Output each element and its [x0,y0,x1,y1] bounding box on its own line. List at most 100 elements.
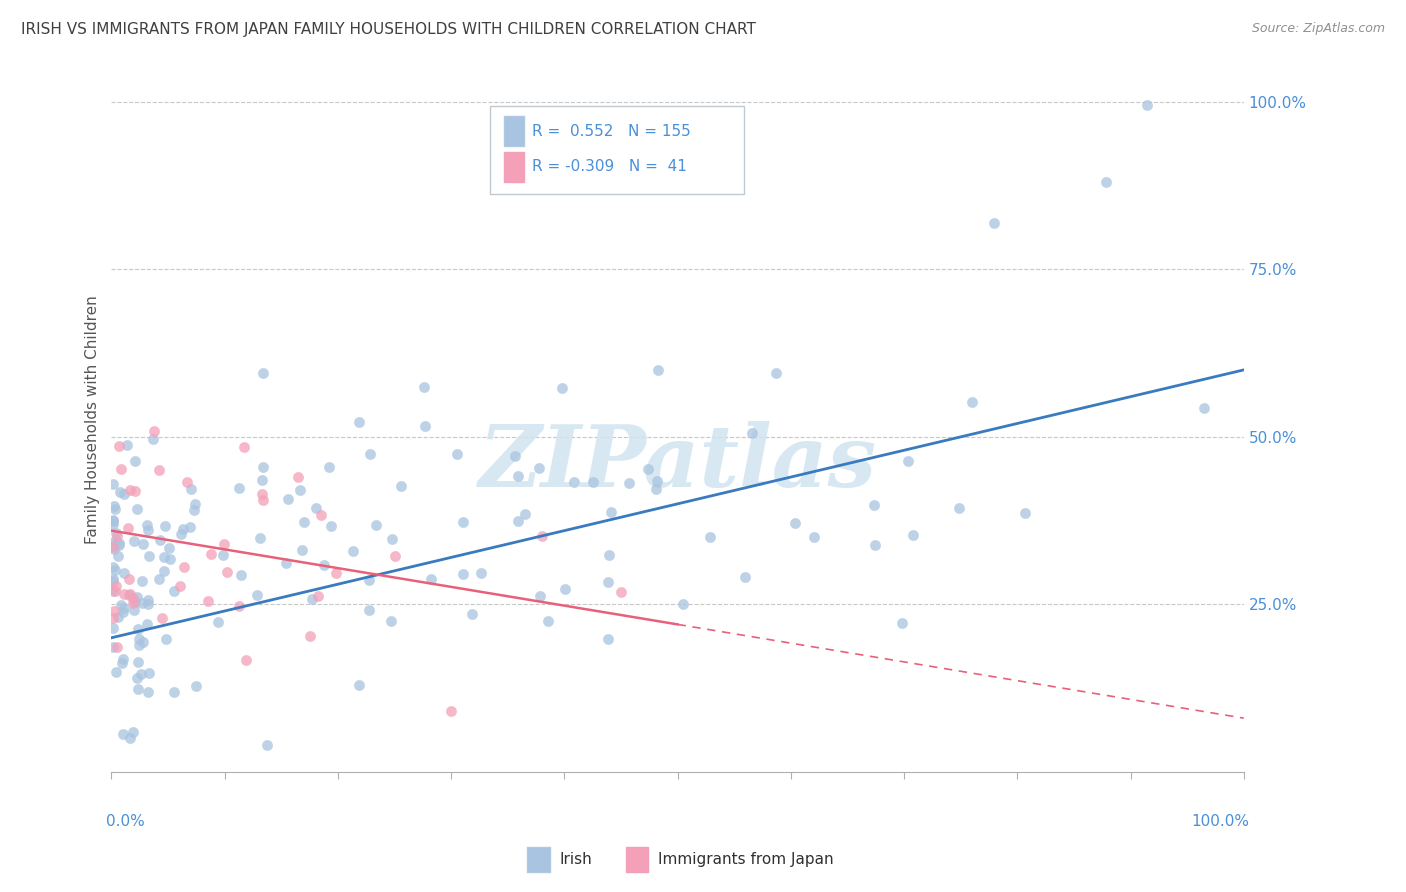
Point [104,584,127,599]
Point [506,514,529,528]
Point [173,559,195,574]
Point [249,531,271,545]
Point [231,568,253,582]
Point [127,655,149,669]
Point [342,544,364,558]
Point [645,474,668,488]
Point [101,514,124,528]
Y-axis label: Family Households with Children: Family Households with Children [86,296,100,544]
Point [211,548,233,562]
Point [184,679,207,693]
Point [183,503,205,517]
Point [311,508,333,522]
Point [741,425,763,440]
Point [537,614,560,628]
Point [104,502,127,516]
Point [108,536,131,550]
Point [118,589,141,603]
Point [291,542,314,557]
Point [152,611,174,625]
Point [200,547,222,561]
Point [101,538,124,552]
Point [506,468,529,483]
Point [138,597,160,611]
Point [108,439,131,453]
Point [159,552,181,566]
Point [122,596,145,610]
Point [101,534,124,549]
Point [647,363,669,377]
Point [610,584,633,599]
Point [305,500,328,515]
Point [138,549,160,564]
Point [948,500,970,515]
Point [127,682,149,697]
Point [103,516,125,531]
Point [803,530,825,544]
Point [901,528,924,542]
Point [598,575,620,590]
Text: 0.0%: 0.0% [105,814,145,829]
Point [101,574,124,589]
Point [562,475,585,490]
Text: R = -0.309   N =  41: R = -0.309 N = 41 [533,159,688,174]
Point [142,432,165,446]
Point [122,591,145,605]
Point [360,447,382,461]
Text: IRISH VS IMMIGRANTS FROM JAPAN FAMILY HOUSEHOLDS WITH CHILDREN CORRELATION CHART: IRISH VS IMMIGRANTS FROM JAPAN FAMILY HO… [21,22,756,37]
Text: 100.0%: 100.0% [1191,814,1250,829]
Point [288,483,311,497]
Point [101,559,124,574]
Point [298,629,321,643]
Point [118,572,141,586]
Point [153,519,176,533]
Point [515,508,537,522]
Point [252,366,274,380]
Point [172,522,194,536]
Point [637,462,659,476]
Point [104,665,127,679]
Point [122,725,145,739]
Point [357,603,380,617]
Point [314,558,336,573]
Point [112,652,135,666]
Point [446,447,468,461]
Point [596,632,619,646]
Point [503,449,526,463]
Point [551,381,574,395]
Point [148,572,170,586]
Point [163,685,186,699]
Point [103,541,125,556]
Point [169,579,191,593]
Point [105,640,128,655]
Text: Source: ZipAtlas.com: Source: ZipAtlas.com [1251,22,1385,36]
Text: Irish: Irish [560,853,592,867]
Point [110,461,132,475]
Point [112,486,135,500]
Point [149,533,172,548]
Point [131,634,153,648]
Point [215,565,238,579]
Point [554,582,576,597]
Point [107,539,129,553]
Point [101,541,124,555]
Point [136,524,159,538]
Point [277,492,299,507]
Point [115,437,138,451]
Point [891,615,914,630]
Point [111,726,134,740]
Point [699,530,721,544]
Point [110,598,132,612]
Point [256,738,278,752]
Point [863,538,886,552]
Point [107,549,129,563]
Point [124,454,146,468]
Point [110,484,132,499]
Point [112,600,135,615]
Point [120,587,142,601]
Point [897,454,920,468]
Point [103,583,125,598]
Point [325,566,347,581]
Point [453,515,475,529]
Point [112,566,135,581]
